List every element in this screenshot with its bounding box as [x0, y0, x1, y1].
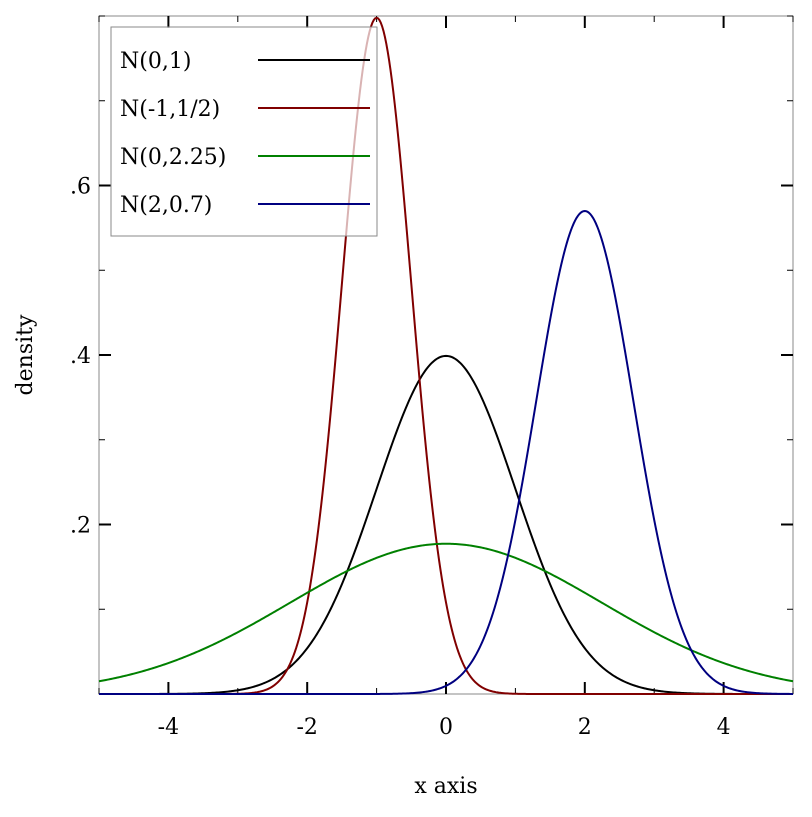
y-tick-label: .6: [70, 175, 91, 200]
legend-entry-label: N(0,1): [120, 49, 191, 74]
series-line: [99, 209, 794, 695]
x-tick-label: 0: [439, 715, 453, 740]
y-tick-label: .4: [70, 344, 91, 369]
axis-tick-labels: -4 -2 0 2 4 .2 .4 .6: [70, 175, 731, 741]
legend: N(0,1) N(-1,1/2) N(0,2.25) N(2,0.7): [110, 26, 378, 237]
series-line: [98, 542, 794, 683]
series-lines: [98, 16, 794, 695]
series-line: [99, 354, 793, 695]
x-tick-label: -4: [158, 715, 179, 740]
legend-entry-label: N(-1,1/2): [120, 97, 220, 122]
y-tick-label: .2: [70, 514, 91, 539]
axis-ticks: [98, 15, 794, 694]
legend-box: [110, 26, 378, 237]
x-axis-label: x axis: [414, 774, 477, 799]
x-tick-label: -2: [296, 715, 317, 740]
legend-entry-label: N(2,0.7): [120, 193, 212, 218]
x-tick-label: 2: [578, 715, 592, 740]
x-tick-label: 4: [717, 715, 731, 740]
legend-entry-label: N(0,2.25): [120, 145, 226, 170]
y-axis-label: density: [13, 314, 38, 395]
